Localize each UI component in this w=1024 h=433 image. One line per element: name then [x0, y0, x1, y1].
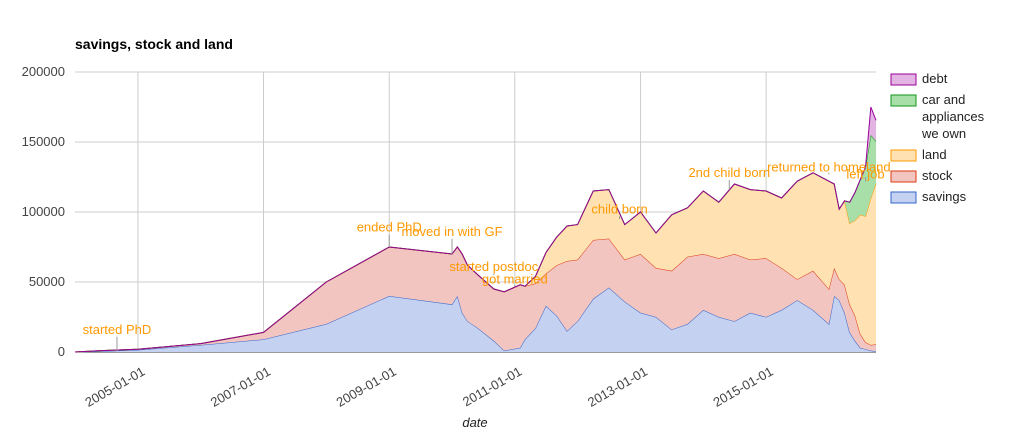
- legend-label-stock: stock: [922, 168, 953, 183]
- legend-swatch-savings: [890, 191, 917, 204]
- savings-area: [75, 287, 876, 352]
- annotation-label: ended PhD: [357, 220, 422, 235]
- stacked-areas: [74, 106, 877, 353]
- annotation-label: moved in with GF: [401, 224, 502, 239]
- x-tick-label: 2013-01-01: [585, 364, 650, 410]
- chart-title: savings, stock and land: [75, 36, 233, 52]
- annotation-label: returned to homeland: [767, 159, 891, 174]
- legend-label-car: car and appliances we own: [921, 92, 985, 141]
- legend-swatch-debt: [890, 73, 917, 86]
- debt-line: [74, 106, 877, 353]
- x-axis-title: date: [462, 415, 487, 430]
- annotation-label: 2nd child born: [688, 165, 770, 180]
- x-tick-label: 2015-01-01: [711, 364, 776, 410]
- legend-label-land: land: [922, 147, 947, 162]
- x-axis-ticks: 2005-01-01 2007-01-01 2009-01-01 2011-01-01…: [82, 364, 775, 410]
- gridlines: [75, 71, 876, 353]
- land-area: [75, 172, 876, 352]
- x-tick-label: 2009-01-01: [334, 364, 399, 410]
- x-tick-label: 2007-01-01: [208, 364, 273, 410]
- annotation-label: left job: [846, 166, 884, 181]
- y-tick-label: 0: [58, 344, 65, 359]
- x-tick-label: 2005-01-01: [82, 364, 147, 410]
- y-tick-label: 200000: [22, 64, 65, 79]
- y-tick-label: 100000: [22, 204, 65, 219]
- y-axis-ticks: 0 50000 100000 150000 200000: [22, 64, 65, 359]
- legend-label-debt: debt: [922, 71, 948, 86]
- legend-label-savings: savings: [922, 189, 967, 204]
- legend-swatch-stock: [890, 170, 917, 183]
- annotation-label: started postdoc: [449, 259, 538, 274]
- stock-area: [75, 238, 876, 352]
- y-tick-label: 50000: [29, 274, 65, 289]
- x-tick-label: 2011-01-01: [460, 364, 524, 410]
- annotation-label: got married: [482, 271, 548, 286]
- y-tick-label: 150000: [22, 134, 65, 149]
- annotation-label: started PhD: [83, 322, 152, 337]
- legend-swatch-land: [890, 149, 917, 162]
- legend: debt car and appliances we own land stock savi…: [890, 71, 985, 204]
- annotation-label: child born: [591, 201, 647, 216]
- legend-swatch-car: [890, 94, 917, 107]
